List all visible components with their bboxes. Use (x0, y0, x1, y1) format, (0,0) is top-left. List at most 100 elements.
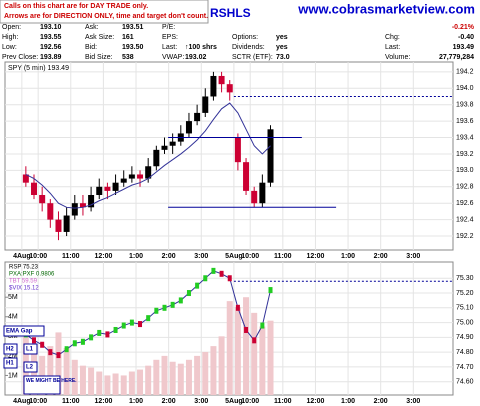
y2-tick-label: 75.00 (456, 319, 474, 326)
price-frame (4, 61, 454, 251)
quote-label: Low: (2, 44, 17, 51)
rsp-bar (89, 334, 94, 341)
candle-body (153, 149, 160, 167)
volume-bar (79, 365, 86, 395)
volume-bar (177, 363, 184, 395)
x-tick-label: 12:00 (306, 253, 324, 260)
quote-label: Bid: (85, 44, 97, 51)
candle-body (210, 75, 217, 97)
quote-label: Last: (385, 44, 400, 51)
candle-body (226, 84, 233, 93)
volume-bar (47, 346, 54, 395)
candle-body (161, 145, 168, 150)
quote-value: 193.02 (185, 54, 207, 61)
y-tick-label: 193.8 (456, 102, 474, 109)
annotation-box (23, 361, 38, 373)
notice-box (0, 0, 209, 24)
candle-body (31, 182, 38, 195)
volume-bar (55, 332, 62, 395)
quote-value: 193.50 (122, 44, 144, 51)
candle-body (267, 129, 274, 183)
x-tick-label: 1:00 (341, 253, 355, 260)
rsp-bar (268, 287, 273, 294)
x-tick-label: 10:00 (29, 398, 47, 405)
x-tick-label: 12:00 (94, 253, 112, 260)
volume-bar (210, 346, 217, 395)
volume-bar (251, 312, 258, 395)
rsp-bar (97, 329, 102, 336)
site: www.cobrasmarketview.com (297, 1, 475, 16)
quote-label: Open: (2, 24, 21, 31)
candle-body (218, 75, 225, 85)
rsp-bar (80, 338, 85, 345)
candle-body (63, 215, 70, 232)
quote-label: Options: (232, 34, 258, 41)
y2-tick-label: 74.70 (456, 364, 474, 371)
rsp-bar (211, 267, 216, 274)
rsp-bar (219, 270, 224, 277)
rsp-bar (64, 346, 69, 353)
x-tick-label: 1:00 (341, 398, 355, 405)
y2-tick-label: 74.90 (456, 334, 474, 341)
x-tick-label: 3:00 (406, 398, 420, 405)
x-tick-label: 2:00 (374, 398, 388, 405)
y-tick-label: 192.2 (456, 233, 474, 240)
rsp-bar (154, 307, 159, 314)
volume-bar (234, 306, 241, 395)
x-tick-label: 1:00 (129, 398, 143, 405)
quote-label: Prev Close: (2, 54, 38, 61)
moving-average (25, 102, 271, 209)
volume-bar (31, 351, 38, 395)
volume-bar (169, 361, 176, 395)
quote-value: 192.56 (40, 44, 62, 51)
candle-body (234, 137, 241, 163)
rsp-bar (260, 322, 265, 329)
volume-bar (128, 371, 135, 395)
candle-body (194, 112, 201, 122)
y2-tick-label: 75.20 (456, 290, 474, 297)
candle-body (39, 194, 46, 204)
rsp-bar (138, 321, 143, 328)
y-tick-label: 192.8 (456, 184, 474, 191)
candle-body (79, 203, 86, 208)
candle-body (112, 182, 119, 191)
rsp-bar (129, 319, 134, 326)
volume-bar (161, 355, 168, 395)
y-tick-label: 3M (8, 333, 18, 340)
quote-value: 538 (122, 54, 134, 61)
x-tick-label: 11:00 (62, 398, 80, 405)
candle-body (202, 96, 209, 113)
candle-body (128, 174, 135, 179)
volume-bar (88, 367, 95, 395)
x-tick-label: 2:00 (162, 253, 176, 260)
x-tick-label: 5Aug (225, 253, 243, 260)
candle-body (47, 203, 54, 220)
rsp-bar (105, 331, 110, 338)
candle-body (137, 174, 144, 179)
quote-value: 193.89 (40, 54, 62, 61)
rsp-bar (227, 275, 232, 282)
x-tick-label: 11:00 (62, 253, 80, 260)
notice: Arrows are for DIRECTION ONLY, time and … (4, 13, 208, 20)
quote-value: 193.51 (122, 24, 144, 31)
quote-label: Volume: (385, 54, 410, 61)
volume-bar (259, 326, 266, 395)
volume-bar (218, 336, 225, 395)
volume-bar (39, 355, 46, 395)
volume-bar (104, 375, 111, 395)
quote-value: -0.21% (452, 24, 475, 31)
quote-value: 73.0 (276, 54, 290, 61)
x-tick-label: 10:00 (241, 253, 259, 260)
legend-entry: TBT 59.59 (9, 279, 38, 285)
quote-label: Bid Size: (85, 54, 113, 61)
y-tick-label: 5M (8, 294, 18, 301)
quote-value: 193.10 (40, 24, 62, 31)
x-tick-label: 10:00 (241, 398, 259, 405)
quote-label: High: (2, 34, 18, 41)
annotation-box (3, 343, 18, 355)
volume-bar (267, 320, 274, 395)
annotation: H2 (6, 347, 14, 353)
candle-body (243, 162, 250, 191)
volume-bar (243, 297, 250, 395)
y-tick-label: 194.0 (456, 85, 474, 92)
